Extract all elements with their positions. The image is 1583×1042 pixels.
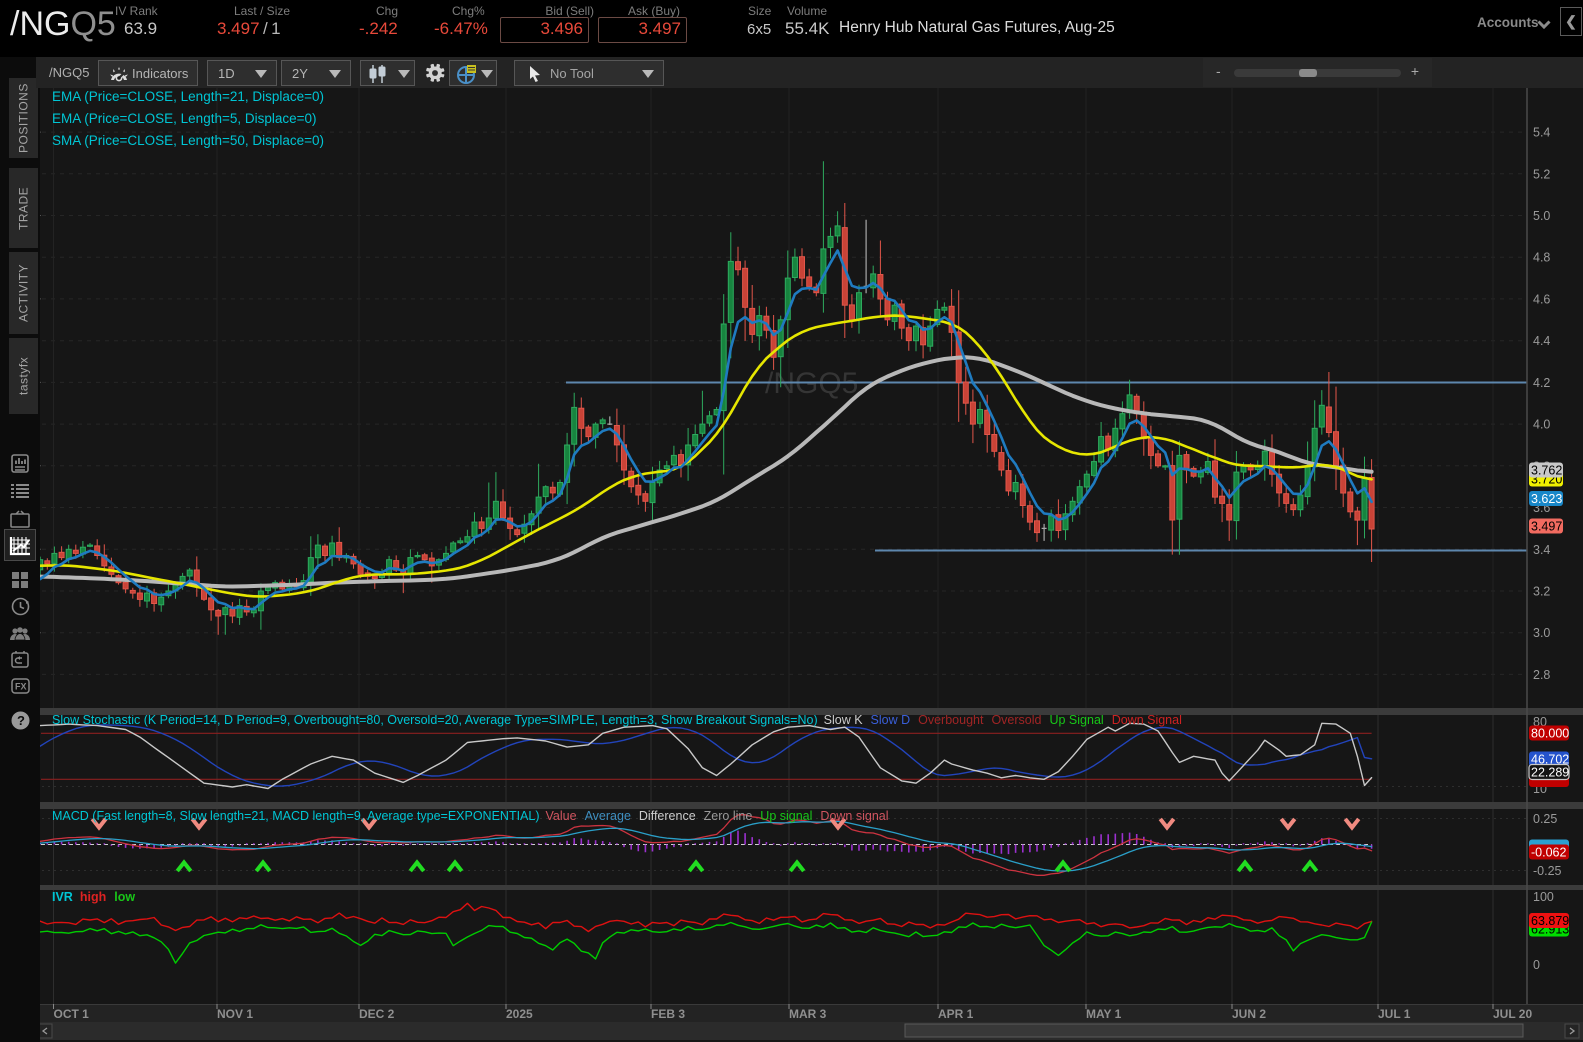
svg-text:46.702: 46.702	[1531, 753, 1569, 767]
svg-text:3.762: 3.762	[1531, 464, 1562, 478]
svg-text:EMA (Price=CLOSE, Length=21, D: EMA (Price=CLOSE, Length=21, Displace=0)	[52, 89, 324, 104]
svg-text:FEB 3: FEB 3	[651, 1007, 685, 1021]
svg-text:22.289: 22.289	[1531, 766, 1569, 780]
svg-text:5.0: 5.0	[1533, 209, 1550, 223]
svg-text:MAY 1: MAY 1	[1086, 1007, 1122, 1021]
svg-text:3.623: 3.623	[1531, 492, 1562, 506]
svg-text:4.0: 4.0	[1533, 418, 1550, 432]
svg-text:Slow Stochastic (K Period=14,: Slow Stochastic (K Period=14, D Period=9…	[52, 713, 1182, 727]
svg-text:2025: 2025	[506, 1007, 533, 1021]
svg-text:0: 0	[1533, 958, 1540, 972]
svg-text:5.4: 5.4	[1533, 126, 1550, 140]
svg-text:NOV 1: NOV 1	[217, 1007, 253, 1021]
svg-text:4.4: 4.4	[1533, 334, 1550, 348]
svg-text:DEC 2: DEC 2	[359, 1007, 395, 1021]
svg-text:-0.062: -0.062	[1531, 846, 1566, 860]
svg-text:SMA (Price=CLOSE, Length=50, D: SMA (Price=CLOSE, Length=50, Displace=0)	[52, 133, 324, 148]
svg-text:4.2: 4.2	[1533, 376, 1550, 390]
svg-text:JUL 1: JUL 1	[1378, 1007, 1411, 1021]
svg-text:3.2: 3.2	[1533, 585, 1550, 599]
svg-text:0.25: 0.25	[1533, 812, 1557, 826]
svg-text:MAR 3: MAR 3	[789, 1007, 827, 1021]
svg-text:-0.25: -0.25	[1533, 864, 1562, 878]
svg-text:2.8: 2.8	[1533, 668, 1550, 682]
svg-text:FX: FX	[15, 682, 27, 692]
svg-text:JUN 2: JUN 2	[1232, 1007, 1266, 1021]
svg-text:3.4: 3.4	[1533, 543, 1550, 557]
svg-text:4.8: 4.8	[1533, 251, 1550, 265]
svg-text:80.000: 80.000	[1531, 727, 1569, 741]
svg-text:MACD (Fast length=8, Slow leng: MACD (Fast length=8, Slow length=21, MAC…	[52, 809, 889, 823]
svg-text:5.2: 5.2	[1533, 167, 1550, 181]
svg-text:3.497: 3.497	[1531, 520, 1562, 534]
svg-text:63.879: 63.879	[1531, 914, 1569, 928]
svg-text:100: 100	[1533, 890, 1554, 904]
svg-text:4.6: 4.6	[1533, 292, 1550, 306]
svg-text:APR 1: APR 1	[938, 1007, 974, 1021]
svg-text:OCT 1: OCT 1	[54, 1007, 90, 1021]
svg-text:3.0: 3.0	[1533, 626, 1550, 640]
svg-text:JUL 20: JUL 20	[1493, 1007, 1532, 1021]
svg-text:EMA (Price=CLOSE, Length=5, Di: EMA (Price=CLOSE, Length=5, Displace=0)	[52, 111, 317, 126]
svg-text:?: ?	[17, 713, 25, 728]
